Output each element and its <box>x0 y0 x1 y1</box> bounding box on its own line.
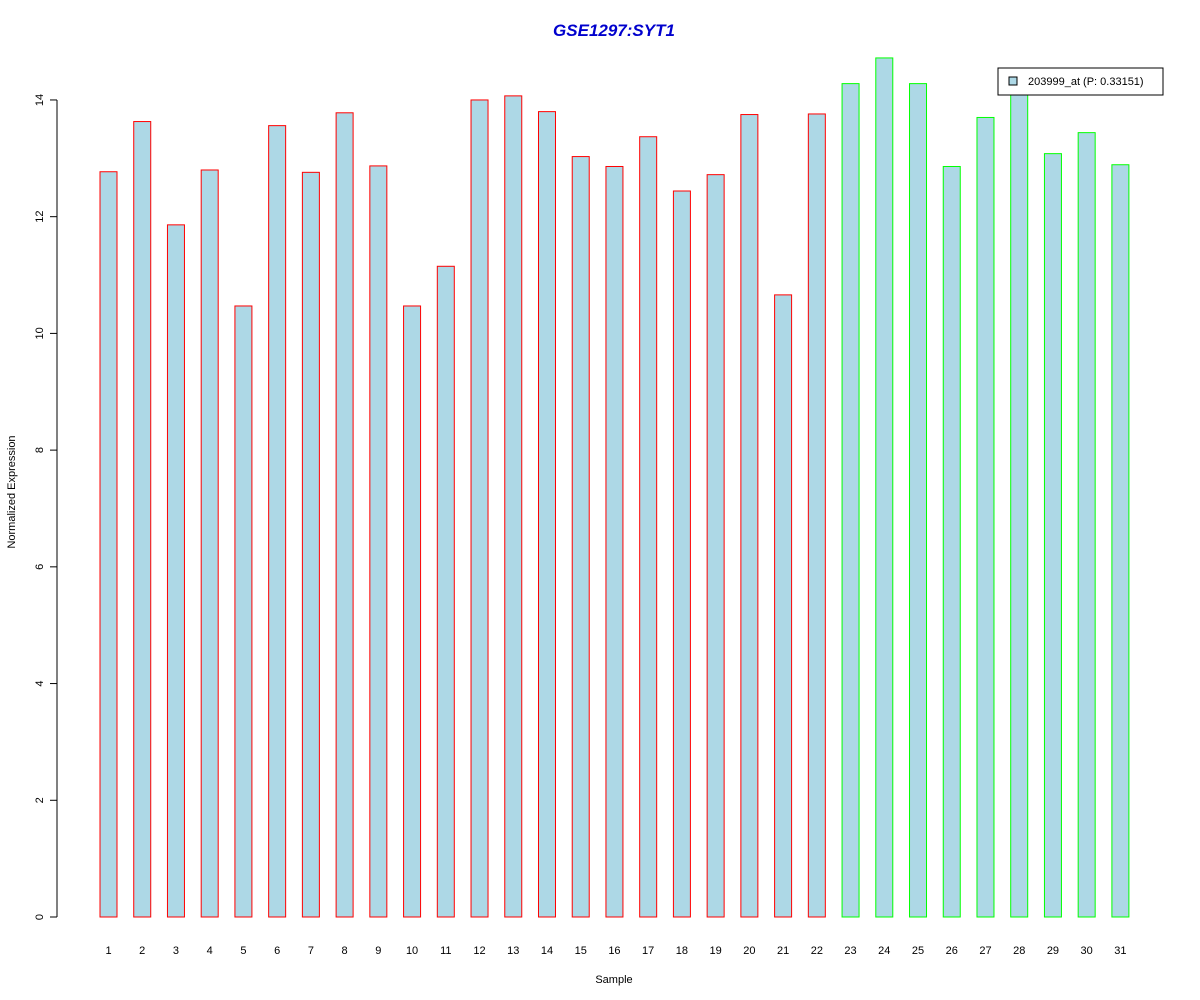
x-tick-label: 1 <box>105 945 111 957</box>
x-tick-label: 20 <box>743 945 755 957</box>
bar-sample-1 <box>99 171 118 918</box>
y-tick-label: 8 <box>34 447 46 453</box>
bar-sample-6 <box>268 125 287 918</box>
bar-sample-25 <box>909 83 928 918</box>
x-tick-label: 7 <box>308 945 314 957</box>
bar-sample-19 <box>706 174 725 918</box>
bar-sample-31 <box>1111 164 1130 918</box>
x-tick-label: 27 <box>979 945 991 957</box>
bar-sample-23 <box>841 83 860 918</box>
x-tick-label: 10 <box>406 945 418 957</box>
x-tick-label: 18 <box>676 945 688 957</box>
bar-sample-16 <box>605 165 624 918</box>
bar-sample-8 <box>335 112 354 918</box>
bar-sample-30 <box>1077 132 1096 918</box>
legend-swatch <box>1008 76 1018 86</box>
x-tick-label: 8 <box>342 945 348 957</box>
y-tick-label: 0 <box>34 914 46 920</box>
bar-sample-18 <box>672 190 691 918</box>
bar-sample-22 <box>807 113 826 918</box>
x-tick-label: 12 <box>473 945 485 957</box>
x-tick-label: 19 <box>710 945 722 957</box>
bar-sample-24 <box>875 57 894 918</box>
x-axis-label: Sample <box>595 974 632 986</box>
x-tick-label: 6 <box>274 945 280 957</box>
legend-label: 203999_at (P: 0.33151) <box>1028 76 1144 88</box>
x-tick-label: 15 <box>575 945 587 957</box>
x-tick-label: 25 <box>912 945 924 957</box>
x-tick-label: 14 <box>541 945 553 957</box>
x-tick-label: 11 <box>440 945 451 957</box>
y-tick-label: 12 <box>34 211 46 223</box>
y-tick-label: 14 <box>34 94 46 106</box>
bar-sample-17 <box>639 136 658 918</box>
bar-sample-28 <box>1010 87 1029 918</box>
legend: 203999_at (P: 0.33151) <box>997 67 1164 96</box>
bar-sample-7 <box>301 171 320 918</box>
x-tick-label: 23 <box>844 945 856 957</box>
bar-sample-27 <box>976 116 995 918</box>
x-tick-label: 24 <box>878 945 890 957</box>
x-tick-label: 28 <box>1013 945 1025 957</box>
x-tick-label: 3 <box>173 945 179 957</box>
x-tick-label: 16 <box>608 945 620 957</box>
x-tick-label: 22 <box>811 945 823 957</box>
y-tick-label: 4 <box>34 680 46 686</box>
chart-title: GSE1297:SYT1 <box>553 21 675 40</box>
x-tick-label: 21 <box>777 945 789 957</box>
x-tick-label: 9 <box>375 945 381 957</box>
bar-sample-21 <box>774 294 793 918</box>
x-tick-label: 29 <box>1047 945 1059 957</box>
bars-group <box>99 57 1130 918</box>
bar-sample-26 <box>942 165 961 918</box>
y-tick-label: 2 <box>34 797 46 803</box>
bar-sample-20 <box>740 114 759 918</box>
bar-sample-10 <box>403 305 422 918</box>
bar-sample-11 <box>436 265 455 918</box>
bar-sample-2 <box>133 121 152 918</box>
bar-sample-4 <box>200 169 219 918</box>
y-axis: 0 2 4 6 8 10 12 14 <box>34 94 58 920</box>
x-tick-label: 26 <box>946 945 958 957</box>
y-axis-label: Normalized Expression <box>6 435 18 548</box>
bar-sample-29 <box>1043 153 1062 918</box>
bar-sample-5 <box>234 305 253 918</box>
x-axis: 1 2 3 4 5 6 7 8 9 10 11 12 13 14 15 16 17 18 19 20 21 22 23 24 2… <box>105 945 1126 957</box>
x-tick-label: 30 <box>1081 945 1093 957</box>
y-tick-label: 10 <box>34 327 46 339</box>
bar-sample-13 <box>504 95 523 918</box>
bar-sample-9 <box>369 165 388 918</box>
x-tick-label: 31 <box>1114 945 1126 957</box>
x-tick-label: 2 <box>139 945 145 957</box>
bar-sample-14 <box>537 111 556 918</box>
x-tick-label: 4 <box>207 945 213 957</box>
x-tick-label: 13 <box>507 945 519 957</box>
y-tick-label: 6 <box>34 564 46 570</box>
x-tick-label: 5 <box>240 945 246 957</box>
bar-sample-12 <box>470 99 489 918</box>
x-tick-label: 17 <box>642 945 654 957</box>
bar-sample-15 <box>571 156 590 918</box>
bar-sample-3 <box>166 224 185 918</box>
legend-box <box>997 67 1164 96</box>
